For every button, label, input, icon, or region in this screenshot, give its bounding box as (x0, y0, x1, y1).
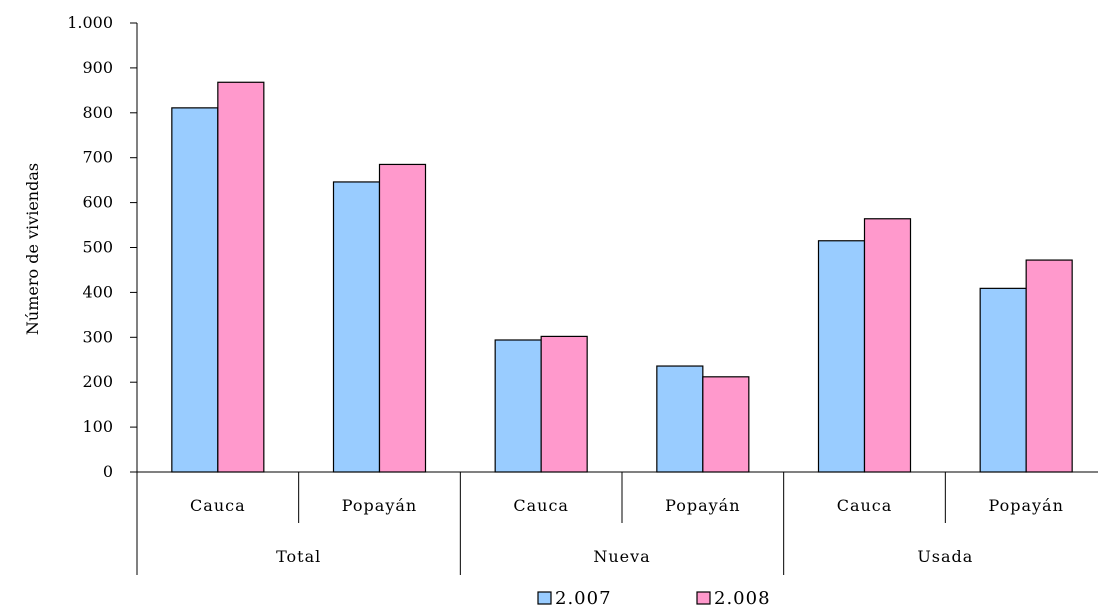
x-category-label: Popayán (665, 496, 740, 515)
y-tick-label: 800 (82, 103, 113, 122)
x-category-label: Cauca (190, 496, 246, 515)
x-category-label: Popayán (342, 496, 417, 515)
y-tick-label: 500 (82, 238, 113, 257)
legend: 2.007 2.008 (537, 588, 771, 605)
bar-2-4 (702, 376, 750, 473)
legend-label-2: 2.008 (714, 588, 771, 605)
x-category-label: Cauca (513, 496, 569, 515)
bar-2-1 (217, 81, 265, 473)
x-category-label: Cauca (837, 496, 893, 515)
y-tick-label: 600 (82, 193, 113, 212)
bar-2-5 (863, 218, 912, 473)
y-tick-label: 900 (82, 58, 113, 77)
x-axis: Cauca Popayán Cauca Popayán Cauca Popayán Tota… (130, 471, 1098, 575)
bar-2-3 (540, 335, 588, 473)
y-tick-label: 100 (82, 417, 113, 436)
y-tick-label: 200 (82, 372, 113, 391)
bar-2-2 (378, 163, 427, 473)
bar-1-4 (656, 365, 704, 473)
x-group-label: Nueva (593, 547, 650, 566)
bar-1-5 (817, 240, 866, 473)
y-tick-label: 300 (82, 327, 113, 346)
bar-1-1 (171, 107, 219, 473)
y-tick-label: 400 (82, 282, 113, 301)
bars (171, 81, 1073, 473)
x-group-label: Usada (917, 547, 973, 566)
legend-swatch-1 (537, 591, 552, 605)
bar-1-2 (332, 181, 381, 473)
x-group-label: Total (276, 547, 321, 566)
y-tick-label: 1.000 (67, 13, 113, 32)
y-axis: 0 100 200 300 400 500 600 700 800 900 1.000 (67, 13, 138, 481)
bar-1-3 (494, 339, 542, 473)
y-tick-label: 0 (103, 462, 113, 481)
bar-1-6 (979, 287, 1027, 473)
bar-2-6 (1025, 259, 1073, 473)
x-category-label: Popayán (988, 496, 1063, 515)
y-tick-label: 700 (82, 148, 113, 167)
legend-label-1: 2.007 (555, 588, 612, 605)
y-axis-label: Número de viviendas (23, 163, 42, 335)
legend-swatch-2 (696, 591, 711, 605)
